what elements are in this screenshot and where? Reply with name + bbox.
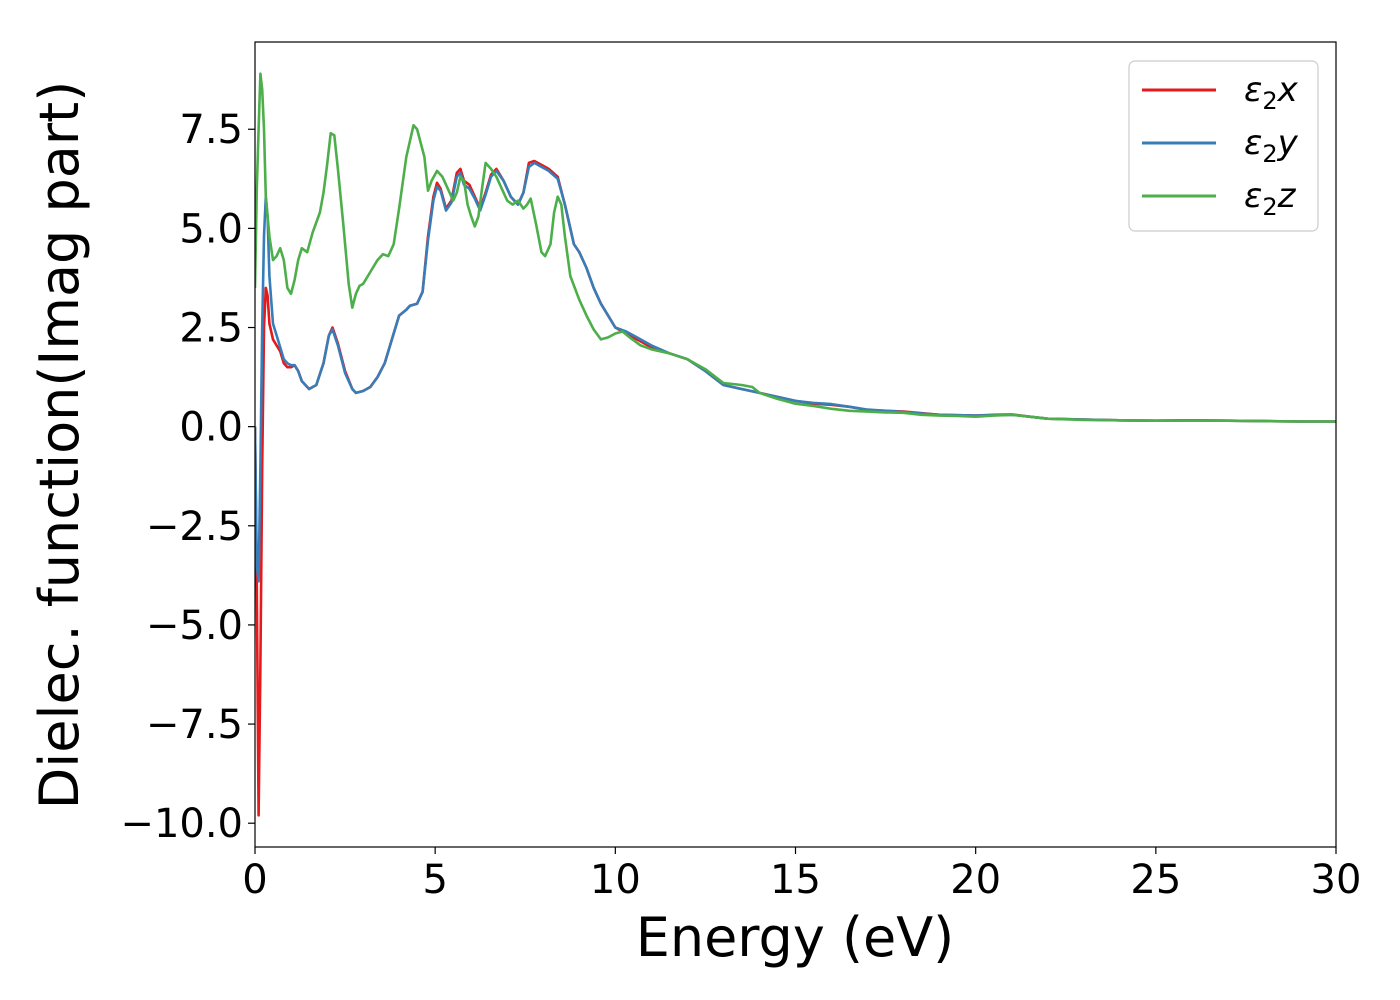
- legend-label-z: ε2z: [1244, 176, 1297, 221]
- x-tick-label: 25: [1130, 857, 1181, 903]
- y-tick-label: 5.0: [179, 206, 243, 252]
- x-tick-label: 30: [1311, 857, 1362, 903]
- x-tick-label: 20: [950, 857, 1001, 903]
- y-tick-label: 0.0: [179, 405, 243, 451]
- x-tick-label: 0: [242, 857, 267, 903]
- legend-label-y: ε2y: [1244, 123, 1299, 168]
- x-axis-label: Energy (eV): [636, 906, 955, 969]
- legend: ε2x ε2y ε2z: [1128, 60, 1319, 232]
- series-line-z: [255, 72, 1336, 423]
- y-tick-label: −5.0: [146, 603, 243, 649]
- x-tick-label: 15: [770, 857, 821, 903]
- y-axis-label: Dielec. function(Imag part): [28, 81, 91, 810]
- y-tick-label: −7.5: [146, 702, 243, 748]
- legend-label-x: ε2x: [1244, 70, 1299, 115]
- y-tick-label: 7.5: [179, 107, 243, 153]
- x-tick-label: 5: [422, 857, 447, 903]
- x-axis-ticks: 0 5 10 15 20 25 30: [242, 847, 1361, 903]
- y-tick-label: 2.5: [179, 306, 243, 352]
- x-tick-label: 10: [590, 857, 641, 903]
- series-layer: [255, 72, 1336, 817]
- y-axis-ticks: −10.0 −7.5 −5.0 −2.5 0.0 2.5 5.0 7.5: [120, 107, 255, 847]
- y-tick-label: −10.0: [120, 801, 243, 847]
- series-line-y: [255, 161, 1336, 583]
- y-tick-label: −2.5: [146, 504, 243, 550]
- legend-box: [1128, 60, 1319, 232]
